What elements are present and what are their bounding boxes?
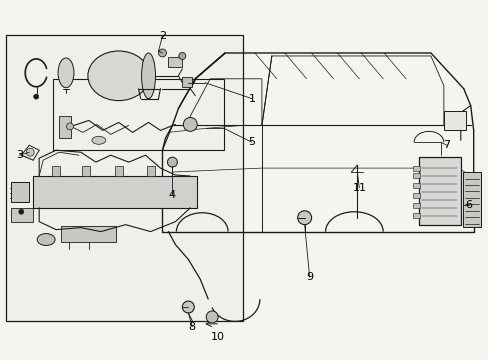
Text: 6: 6	[464, 200, 471, 210]
Bar	[52, 166, 60, 176]
Text: 10: 10	[211, 332, 224, 342]
Text: 5: 5	[248, 137, 255, 147]
Bar	[462, 172, 480, 227]
Bar	[82, 166, 90, 176]
Circle shape	[34, 94, 39, 99]
Bar	[412, 183, 419, 188]
Bar	[146, 166, 154, 176]
Circle shape	[158, 49, 166, 57]
Bar	[59, 117, 71, 138]
Bar	[11, 182, 29, 202]
Text: 9: 9	[305, 272, 312, 282]
Circle shape	[179, 53, 185, 59]
Text: 1: 1	[248, 94, 255, 104]
Circle shape	[183, 117, 197, 131]
Text: 11: 11	[352, 183, 366, 193]
Bar	[412, 203, 419, 208]
Ellipse shape	[92, 136, 105, 144]
Bar	[412, 193, 419, 198]
Ellipse shape	[88, 51, 149, 100]
Bar	[412, 213, 419, 218]
Bar	[418, 157, 460, 225]
Ellipse shape	[58, 58, 74, 88]
Bar	[443, 111, 465, 130]
Bar	[182, 77, 192, 87]
Circle shape	[182, 301, 194, 313]
Bar	[412, 166, 419, 171]
Bar	[412, 173, 419, 178]
Bar	[61, 226, 116, 242]
Text: 8: 8	[188, 322, 196, 332]
Text: 7: 7	[443, 140, 449, 150]
Circle shape	[19, 209, 24, 214]
Text: 4: 4	[168, 190, 176, 200]
Circle shape	[167, 157, 177, 167]
Ellipse shape	[142, 53, 155, 99]
Ellipse shape	[37, 234, 55, 246]
Circle shape	[66, 123, 73, 130]
Bar	[11, 208, 33, 222]
Text: 3: 3	[16, 150, 23, 160]
Bar	[115, 166, 122, 176]
Text: 2: 2	[159, 31, 166, 41]
Bar	[33, 176, 197, 208]
Bar	[53, 79, 224, 150]
Circle shape	[297, 211, 311, 225]
Bar	[6, 35, 243, 321]
Circle shape	[206, 311, 218, 323]
Bar	[168, 57, 182, 67]
Circle shape	[26, 148, 34, 156]
